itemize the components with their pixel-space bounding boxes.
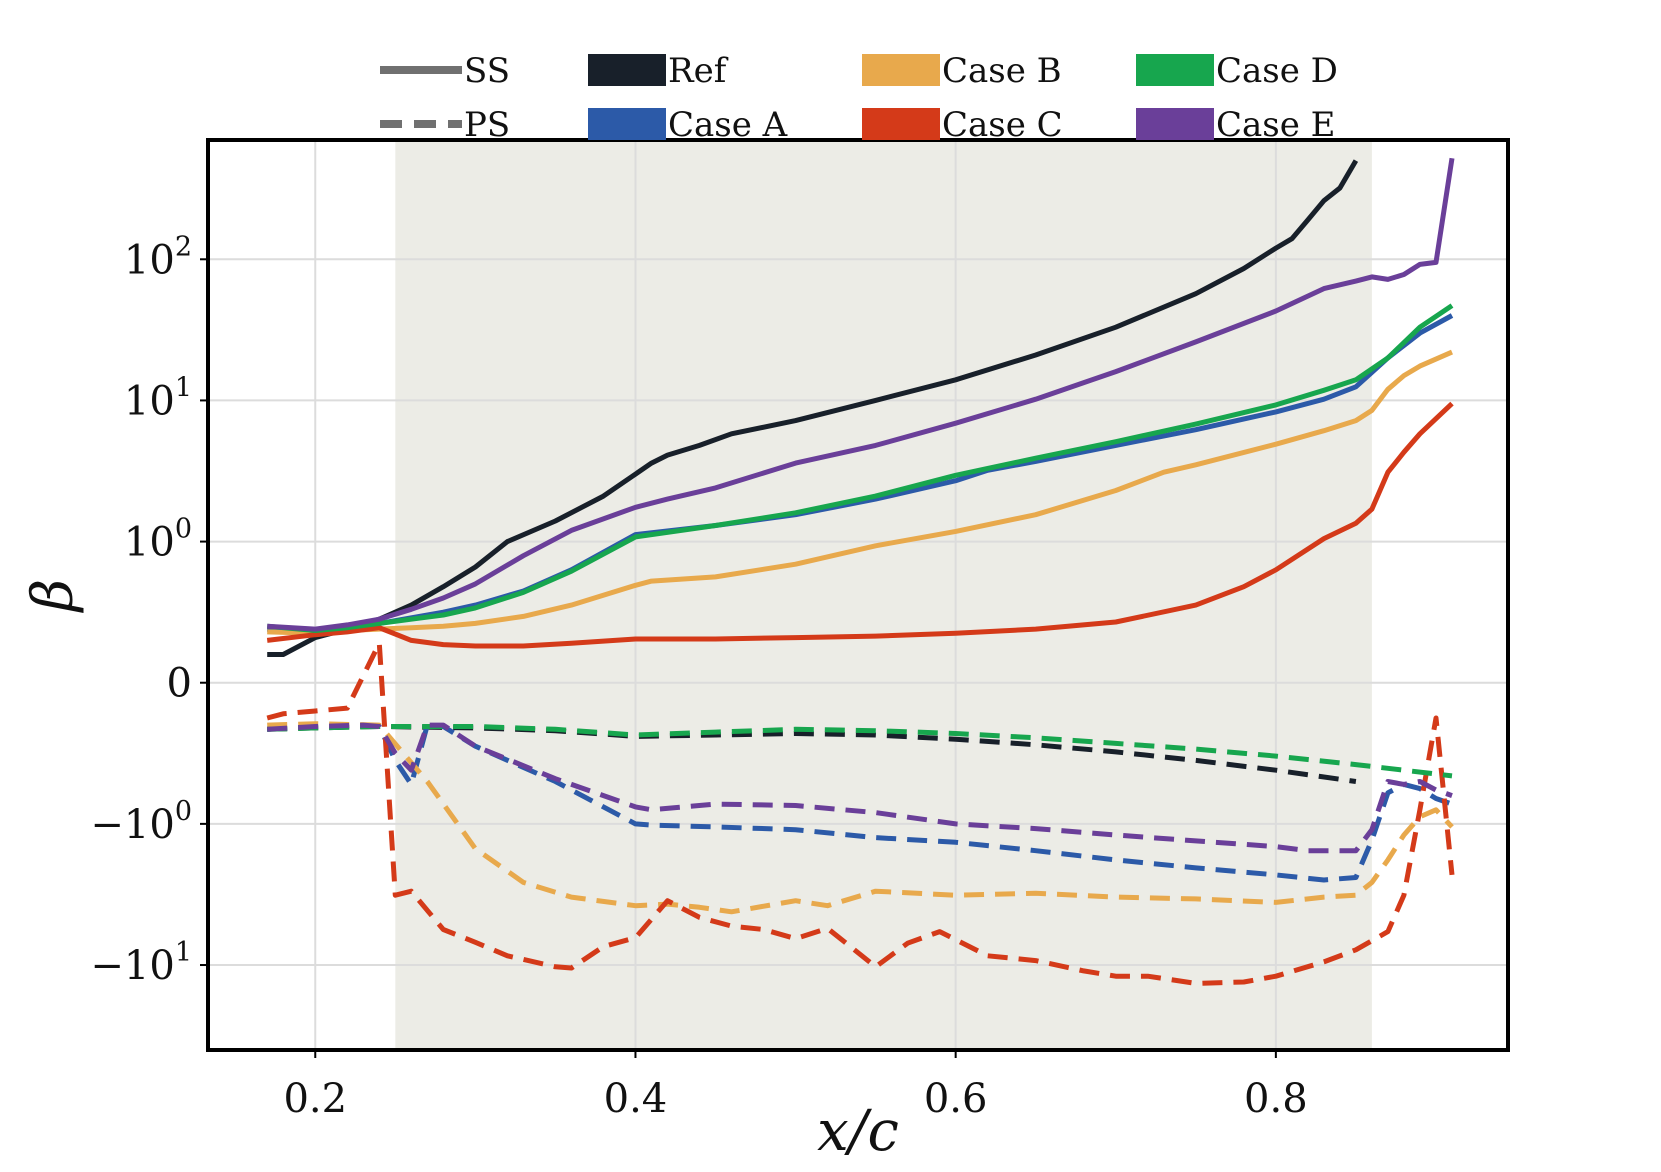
legend-label: Case D [1216, 51, 1338, 91]
x-axis-ticks: 0.2 0.4 0.6 0.8 [283, 1050, 1308, 1122]
x-axis-label: x/c [817, 1099, 899, 1164]
y-axis-label: β [21, 579, 86, 613]
shaded-region [395, 140, 1372, 1050]
y-tick-label: 101 [124, 372, 192, 424]
legend-swatch-ref [588, 54, 666, 86]
x-tick-label: 0.6 [924, 1076, 988, 1122]
y-tick-label: −101 [90, 937, 192, 989]
x-tick-label: 0.8 [1244, 1076, 1308, 1122]
y-tick-label: 100 [124, 514, 192, 566]
series-lines [266, 157, 1455, 986]
series-line-case-b-ss [267, 349, 1453, 636]
legend-swatch-case-c [862, 108, 940, 140]
legend-label: Ref [668, 51, 729, 91]
series-line-case-e-ss [267, 157, 1455, 632]
legend-label: PS [464, 105, 510, 145]
legend: SS PS Ref Case A Case B Case C Case D Case E [380, 51, 1338, 145]
legend-label: Case A [668, 105, 788, 145]
plot-frame [206, 138, 1510, 1052]
y-tick-label: 102 [124, 231, 192, 283]
y-tick-label: 0 [167, 661, 192, 707]
legend-label: Case B [942, 51, 1062, 91]
legend-label: Case E [1216, 105, 1335, 145]
series-line-case-a-ps [267, 722, 1453, 883]
series-line-case-b-ps [267, 721, 1454, 915]
shaded-span [395, 140, 1372, 1050]
legend-swatch-case-a [588, 108, 666, 140]
series-line-case-c-ps [266, 640, 1455, 986]
series-line-case-d-ss [266, 303, 1454, 633]
legend-label: Case C [942, 105, 1063, 145]
legend-swatch-case-b [862, 54, 940, 86]
series-line-case-d-ps [267, 724, 1453, 779]
legend-swatch-case-d [1136, 54, 1214, 86]
series-line-case-c-ss [266, 401, 1454, 649]
legend-swatch-case-e [1136, 108, 1214, 140]
x-tick-label: 0.4 [604, 1076, 668, 1122]
grid [208, 140, 1508, 1050]
y-tick-label: −100 [90, 796, 192, 848]
y-axis-ticks: 102 101 100 0 −100 −101 [90, 231, 208, 989]
x-tick-label: 0.2 [283, 1076, 347, 1122]
series-line-ref-ps [267, 724, 1357, 784]
series-line-case-e-ps [267, 722, 1453, 854]
legend-label: SS [464, 51, 510, 91]
